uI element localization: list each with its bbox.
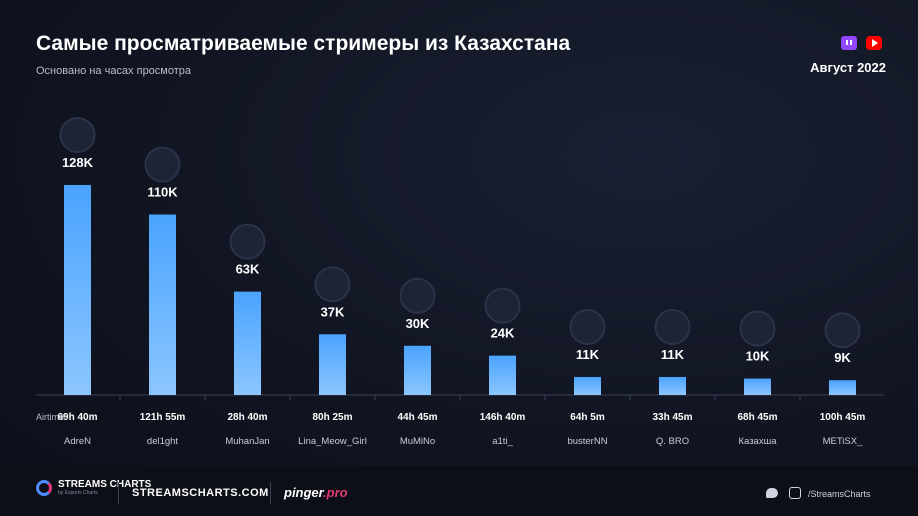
- bar: [404, 345, 431, 395]
- category-label: a1ti_: [492, 436, 513, 447]
- footer-divider: [270, 482, 271, 504]
- avatar: [484, 287, 521, 324]
- category-label: MuMiNo: [400, 436, 435, 447]
- avatar: [654, 308, 691, 345]
- value-label: 37K: [321, 304, 345, 319]
- avatar: [739, 310, 776, 347]
- logo-subtext: by Esports Charts: [58, 490, 98, 496]
- avatar: [399, 277, 436, 314]
- twitter-icon[interactable]: [766, 488, 778, 498]
- airtime-value: 69h 40m: [57, 412, 97, 423]
- bar: [234, 291, 261, 395]
- bar: [319, 334, 346, 395]
- value-label: 30K: [406, 316, 430, 331]
- avatar: [314, 266, 351, 303]
- value-label: 110K: [147, 185, 178, 200]
- avatar: [229, 223, 266, 260]
- airtime-value: 68h 45m: [737, 412, 777, 423]
- airtime-value: 121h 55m: [140, 412, 186, 423]
- instagram-icon[interactable]: [789, 487, 801, 499]
- value-label: 11K: [576, 347, 600, 362]
- pinger-text: pinger: [284, 485, 324, 500]
- value-label: 128K: [62, 155, 94, 170]
- bar-chart: 128K 69h 40m AdreN 110K 121h 55m del1ght 63K 28…: [36, 117, 884, 447]
- logo-text: STREAMS CHARTS: [58, 479, 152, 490]
- value-label: 63K: [236, 262, 260, 277]
- bar: [64, 185, 91, 395]
- airtime-value: 33h 45m: [652, 412, 692, 423]
- category-label: METiSX_: [823, 436, 863, 447]
- airtime-value: 100h 45m: [820, 412, 866, 423]
- footer-divider: [118, 482, 119, 504]
- chart-title: Самые просматриваемые стримеры из Казахс…: [36, 32, 571, 55]
- value-label: 9K: [834, 350, 851, 365]
- airtime-label: Airtime:: [36, 412, 67, 422]
- airtime-value: 64h 5m: [570, 412, 605, 423]
- bar: [149, 214, 176, 395]
- category-label: Казахша: [738, 436, 777, 447]
- avatar: [144, 146, 181, 183]
- footer-bar: [0, 466, 918, 516]
- period-label: Август 2022: [810, 60, 886, 75]
- bar: [574, 376, 601, 395]
- bar: [829, 380, 856, 395]
- value-label: 10K: [746, 349, 770, 364]
- airtime-value: 44h 45m: [397, 412, 437, 423]
- twitch-icon: [841, 36, 857, 50]
- streamscharts-logo[interactable]: STREAMS CHARTS by Esports Charts: [36, 480, 151, 496]
- category-label: Q. BRO: [656, 436, 689, 447]
- category-label: del1ght: [147, 436, 179, 447]
- avatar: [59, 117, 96, 153]
- avatar: [824, 312, 861, 349]
- avatar: [569, 308, 606, 345]
- youtube-icon: [866, 36, 882, 50]
- category-label: MuhanJan: [225, 436, 269, 447]
- airtime-value: 28h 40m: [227, 412, 267, 423]
- bar: [489, 355, 516, 395]
- value-label: 24K: [491, 326, 515, 341]
- chart-subtitle: Основано на часах просмотра: [36, 65, 192, 77]
- category-label: busterNN: [567, 436, 607, 447]
- bar: [744, 378, 771, 395]
- value-label: 11K: [661, 347, 685, 362]
- category-label: AdreN: [64, 436, 91, 447]
- airtime-value: 146h 40m: [480, 412, 526, 423]
- streamscharts-logo-icon: [36, 480, 52, 496]
- social-handle[interactable]: /StreamsCharts: [808, 489, 871, 499]
- airtime-value: 80h 25m: [312, 412, 352, 423]
- bar: [659, 376, 686, 395]
- category-label: Lina_Meow_Girl: [298, 436, 367, 447]
- pinger-suffix: .pro: [323, 485, 348, 500]
- site-link[interactable]: STREAMSCHARTS.COM: [132, 487, 269, 499]
- pinger-logo[interactable]: pinger.pro: [284, 485, 348, 500]
